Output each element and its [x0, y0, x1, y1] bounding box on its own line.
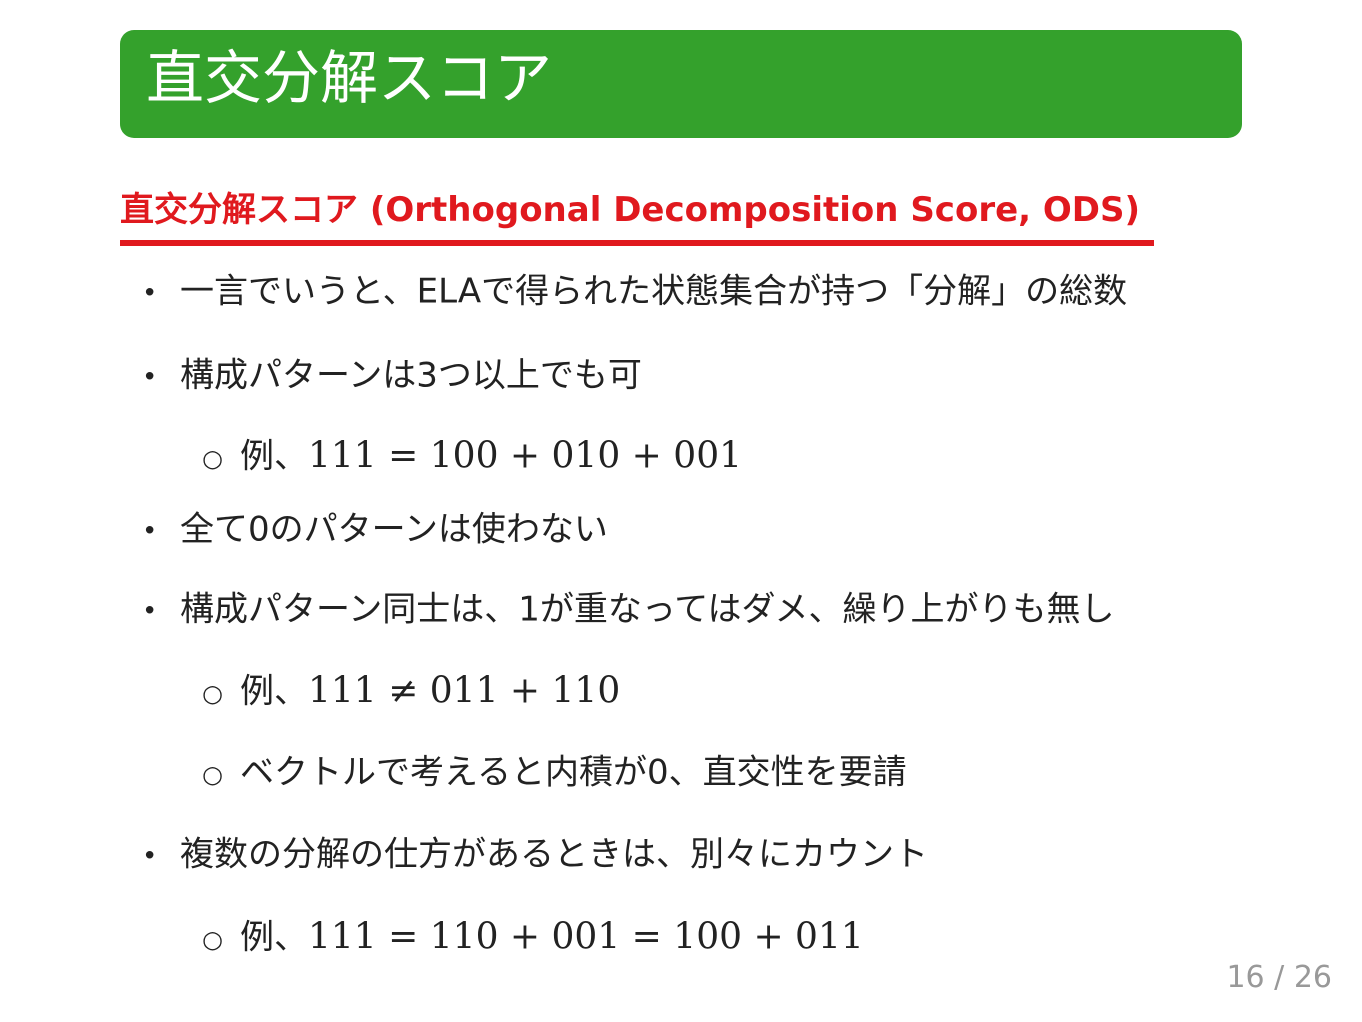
- sub-list-item: ○ 例、111 = 100 + 010 + 001: [202, 436, 742, 478]
- list-item: • 構成パターンは3つ以上でも可: [142, 355, 642, 397]
- circle-bullet-icon: ○: [202, 443, 223, 472]
- section-title: 直交分解スコア (Orthogonal Decomposition Score,…: [120, 190, 1141, 230]
- circle-bullet-icon: ○: [202, 759, 223, 788]
- circle-bullet-icon: ○: [202, 678, 223, 707]
- math-expression: 111 ≠ 011 + 110: [308, 670, 621, 712]
- item-text: 例、: [240, 671, 308, 712]
- circle-bullet-icon: ○: [202, 924, 223, 953]
- item-text: 複数の分解の仕方があるときは、別々にカウント: [180, 834, 928, 875]
- item-text: ベクトルで考えると内積が0、直交性を要請: [240, 752, 907, 793]
- bullet-icon: •: [142, 515, 158, 546]
- list-item: • 一言でいうと、ELAで得られた状態集合が持つ「分解」の総数: [142, 271, 1127, 313]
- item-text: 構成パターン同士は、1が重なってはダメ、繰り上がりも無し: [180, 589, 1115, 630]
- item-text: 一言でいうと、ELAで得られた状態集合が持つ「分解」の総数: [180, 271, 1128, 312]
- bullet-icon: •: [142, 595, 158, 626]
- section-underline: [120, 240, 1154, 246]
- math-expression: 111 = 100 + 010 + 001: [308, 435, 743, 477]
- page-number: 16 / 26: [1226, 960, 1332, 995]
- sub-list-item: ○ ベクトルで考えると内積が0、直交性を要請: [202, 752, 907, 794]
- sub-list-item: ○ 例、111 ≠ 011 + 110: [202, 671, 620, 713]
- list-item: • 構成パターン同士は、1が重なってはダメ、繰り上がりも無し: [142, 589, 1115, 631]
- item-text: 例、: [240, 436, 308, 477]
- math-expression: 111 = 110 + 001 = 100 + 011: [308, 916, 864, 958]
- list-item: • 全て0のパターンは使わない: [142, 509, 608, 551]
- bullet-icon: •: [142, 361, 158, 392]
- bullet-icon: •: [142, 840, 158, 871]
- item-text: 例、: [240, 917, 308, 958]
- slide-title: 直交分解スコア: [146, 44, 553, 112]
- sub-list-item: ○ 例、111 = 110 + 001 = 100 + 011: [202, 917, 864, 959]
- item-text: 構成パターンは3つ以上でも可: [180, 355, 642, 396]
- list-item: • 複数の分解の仕方があるときは、別々にカウント: [142, 834, 928, 876]
- item-text: 全て0のパターンは使わない: [180, 509, 608, 550]
- bullet-icon: •: [142, 277, 158, 308]
- slide-header: 直交分解スコア: [120, 30, 1242, 138]
